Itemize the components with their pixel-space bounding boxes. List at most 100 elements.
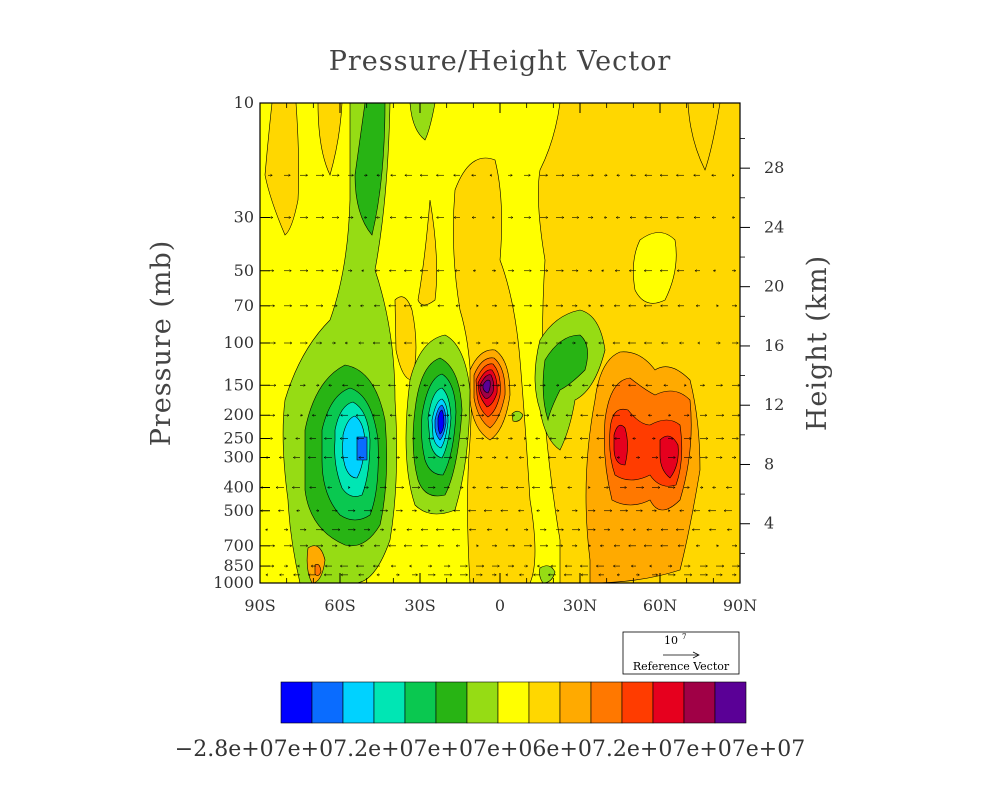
vector-arrow bbox=[632, 437, 636, 440]
vector-arrow bbox=[435, 528, 444, 532]
colorbar-swatch-12 bbox=[652, 681, 685, 724]
vector-arrow bbox=[300, 216, 309, 219]
vector-arrow bbox=[660, 544, 668, 548]
left-tick-label-400: 400 bbox=[223, 477, 254, 496]
vector-arrow bbox=[358, 341, 364, 345]
vector-arrow bbox=[356, 437, 364, 440]
colorbar-swatch-11 bbox=[621, 681, 654, 724]
vector-arrow bbox=[437, 544, 444, 548]
colorbar-swatch-3 bbox=[373, 681, 406, 724]
vector-arrow bbox=[691, 528, 700, 532]
vector-arrow bbox=[679, 509, 684, 513]
vector-arrow bbox=[716, 304, 720, 308]
vector-arrow bbox=[420, 341, 428, 345]
vector-arrow bbox=[340, 456, 348, 459]
vector-arrow bbox=[460, 413, 468, 417]
vector-arrow bbox=[364, 528, 371, 532]
vector-arrow bbox=[451, 528, 460, 532]
vector-arrow bbox=[684, 564, 691, 568]
vector-field bbox=[260, 173, 740, 577]
bottom-tick-label-0: 0 bbox=[495, 596, 505, 615]
vector-arrow bbox=[695, 304, 700, 308]
vector-arrow bbox=[524, 269, 532, 273]
colorbar-swatch-2 bbox=[342, 681, 375, 724]
vector-arrow bbox=[647, 413, 652, 417]
vector-arrow bbox=[611, 383, 620, 387]
vector-arrow bbox=[725, 486, 732, 489]
vector-arrow bbox=[649, 564, 652, 568]
vector-arrow bbox=[407, 413, 412, 417]
vector-arrow bbox=[419, 173, 428, 177]
vector-arrow bbox=[596, 437, 604, 440]
vector-arrow bbox=[476, 544, 480, 548]
vector-arrow bbox=[567, 486, 572, 489]
vector-arrow bbox=[556, 544, 564, 548]
vector-arrow bbox=[403, 304, 412, 308]
right-tick-label-16: 16 bbox=[764, 336, 784, 355]
vector-arrow bbox=[676, 216, 684, 219]
vector-arrow bbox=[508, 304, 516, 308]
vector-arrow bbox=[540, 413, 544, 417]
vector-arrow bbox=[492, 383, 501, 387]
vector-arrow bbox=[403, 544, 412, 548]
vector-arrow bbox=[588, 528, 596, 532]
vector-arrow bbox=[572, 528, 581, 532]
vector-arrow bbox=[307, 573, 316, 577]
vector-arrow bbox=[476, 383, 484, 387]
vector-arrow bbox=[405, 383, 412, 387]
vector-arrow bbox=[439, 509, 444, 513]
vector-arrow bbox=[387, 341, 396, 345]
vector-arrow bbox=[697, 341, 700, 345]
vector-arrow bbox=[677, 304, 684, 308]
vector-arrow bbox=[388, 304, 396, 308]
right-tick-label-12: 12 bbox=[764, 395, 784, 414]
vector-arrow bbox=[693, 216, 700, 219]
vector-arrow bbox=[364, 216, 368, 219]
vector-arrow bbox=[629, 173, 636, 177]
vector-arrow bbox=[500, 486, 508, 489]
colorbar-swatch-7 bbox=[497, 681, 530, 724]
vector-arrow bbox=[668, 564, 673, 568]
vector-arrow bbox=[348, 173, 355, 177]
vector-arrow bbox=[604, 486, 610, 489]
vector-arrow bbox=[428, 486, 436, 489]
vector-arrow bbox=[316, 528, 325, 532]
vector-arrow bbox=[310, 564, 316, 568]
right-axis: 4 8 12 16 20 24 28 bbox=[740, 138, 784, 554]
vector-arrow bbox=[428, 413, 432, 417]
vector-arrow bbox=[406, 528, 412, 532]
vector-arrow bbox=[332, 173, 340, 177]
vector-arrow bbox=[309, 486, 316, 489]
vector-arrow bbox=[675, 173, 684, 177]
vector-arrow bbox=[412, 456, 419, 459]
vector-arrow bbox=[700, 564, 709, 568]
colorbar bbox=[280, 681, 747, 724]
vector-arrow bbox=[444, 383, 447, 387]
vector-arrow bbox=[628, 269, 636, 273]
vector-arrow bbox=[620, 486, 628, 489]
vector-arrow bbox=[540, 341, 548, 345]
vector-arrow bbox=[412, 573, 419, 577]
vector-arrow bbox=[359, 544, 364, 548]
right-tick-label-8: 8 bbox=[764, 454, 774, 473]
vector-arrow bbox=[540, 383, 546, 387]
right-tick-label-4: 4 bbox=[764, 514, 774, 533]
vector-arrow bbox=[453, 216, 460, 219]
vector-arrow bbox=[636, 486, 645, 489]
vector-arrow bbox=[572, 341, 576, 345]
vector-arrow bbox=[632, 528, 636, 532]
vector-arrow bbox=[564, 564, 572, 568]
contour-band-cyan-south bbox=[342, 415, 366, 479]
vector-arrow bbox=[644, 173, 652, 177]
vector-arrow bbox=[476, 437, 485, 440]
vector-arrow bbox=[375, 216, 380, 219]
vector-arrow bbox=[732, 216, 736, 219]
vector-arrow bbox=[700, 573, 709, 577]
vector-arrow bbox=[732, 437, 739, 440]
vector-arrow bbox=[604, 509, 613, 513]
vector-arrow bbox=[388, 269, 396, 273]
vector-arrow bbox=[668, 413, 672, 417]
vector-arrow bbox=[551, 413, 556, 417]
vector-arrow bbox=[332, 544, 338, 548]
contour-band-green-n3 bbox=[542, 334, 588, 422]
